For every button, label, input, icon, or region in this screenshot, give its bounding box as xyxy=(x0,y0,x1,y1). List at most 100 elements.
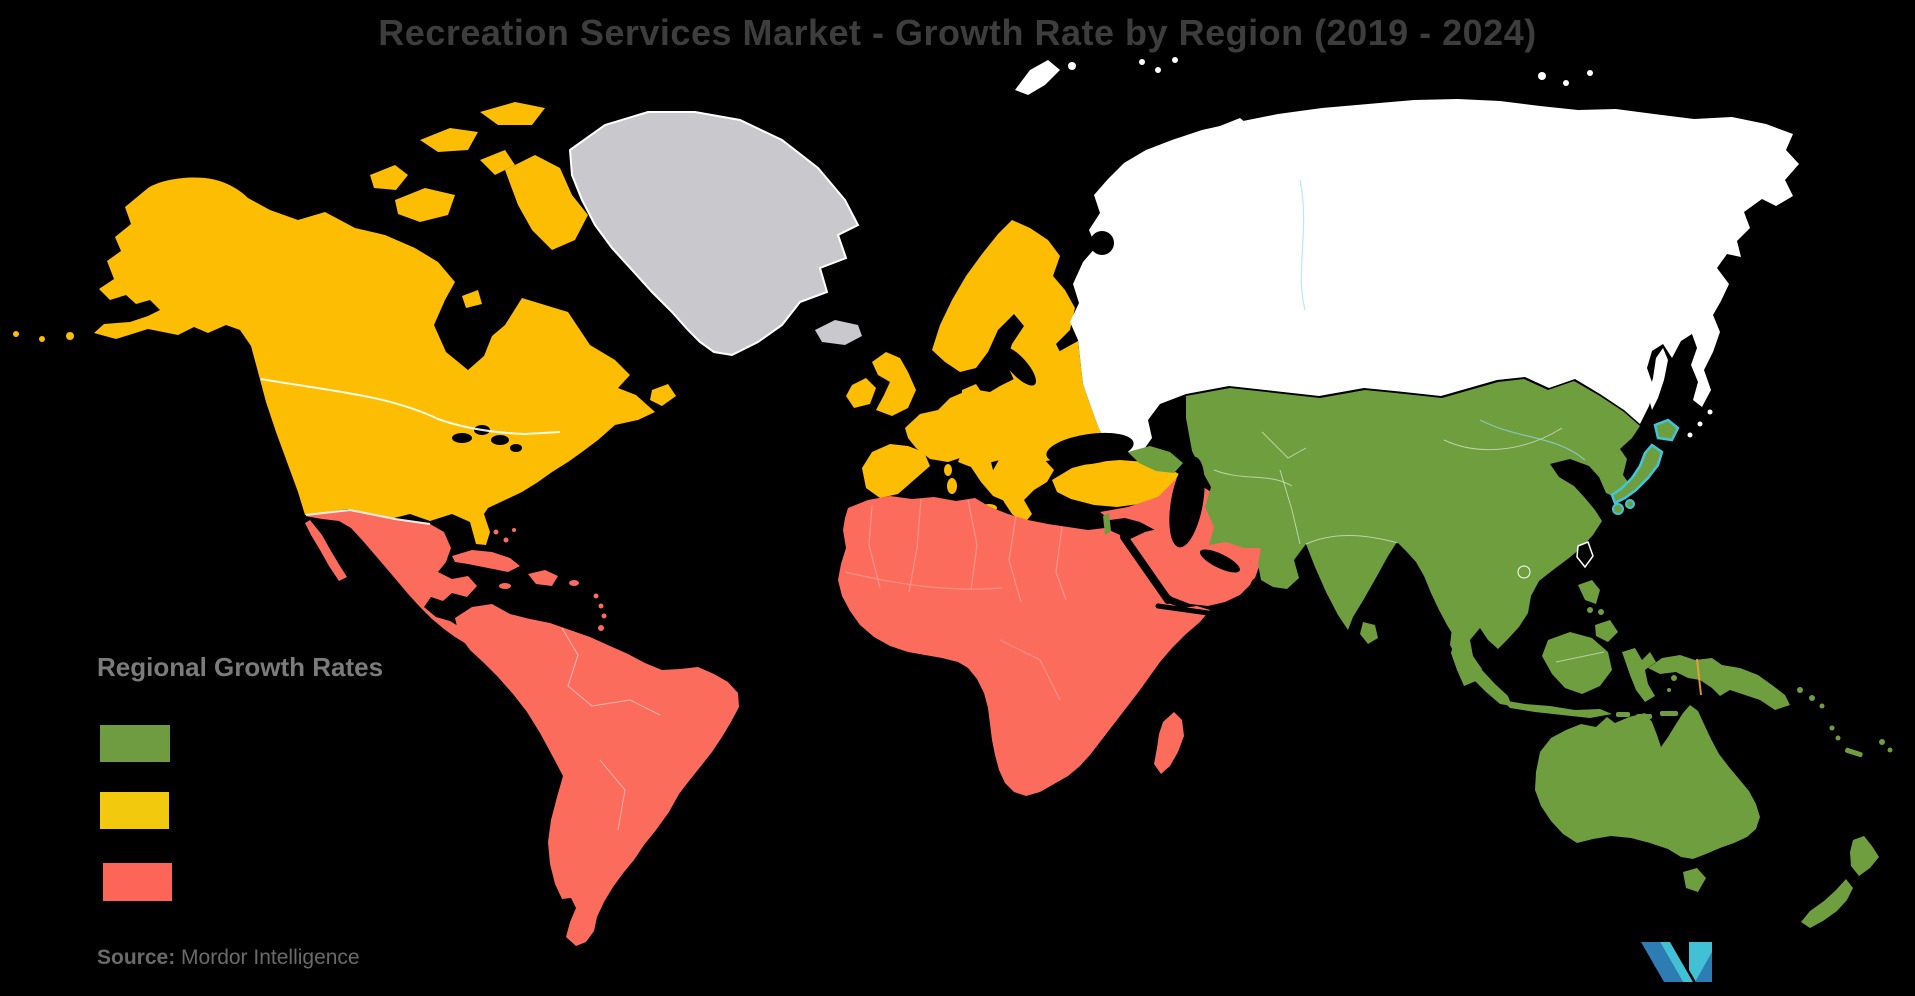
israel xyxy=(1103,513,1111,535)
caspian-sea xyxy=(1169,456,1205,548)
river-line xyxy=(1479,419,1586,461)
legend-swatch-yellow xyxy=(100,792,169,829)
ireland xyxy=(846,378,876,408)
arctic-island-victoria xyxy=(395,188,455,222)
japan-shikoku xyxy=(1625,499,1635,509)
south-america-border xyxy=(561,627,593,707)
philippines-luzon xyxy=(1578,580,1600,604)
new-siberian-island xyxy=(1563,80,1569,86)
papua-border xyxy=(1696,658,1702,696)
river-line xyxy=(1299,179,1306,311)
kuril-island xyxy=(1687,432,1693,438)
asia-border xyxy=(1443,427,1563,451)
island-newfoundland xyxy=(650,384,676,406)
red-sea xyxy=(1120,533,1172,604)
sulawesi xyxy=(1622,648,1656,702)
scandinavia xyxy=(932,220,1075,388)
arctic-island-devon xyxy=(480,150,515,175)
legend-title: Regional Growth Rates xyxy=(97,652,384,682)
asia-border xyxy=(1305,535,1399,545)
cuba xyxy=(452,550,520,572)
logo-mid-stroke xyxy=(1660,942,1693,982)
africa-border xyxy=(967,499,978,591)
region-russia xyxy=(1015,57,1799,452)
kuril-island xyxy=(1697,421,1703,427)
arctic-island-baffin xyxy=(505,155,588,250)
sakhalin xyxy=(1648,348,1668,410)
lesser-antilles xyxy=(601,613,607,619)
africa-border xyxy=(908,498,922,593)
new-zealand-north-island xyxy=(1850,836,1879,876)
region-japan-highlighted xyxy=(1610,418,1680,515)
sardinia xyxy=(947,478,957,494)
hispaniola xyxy=(528,570,558,586)
white-sea xyxy=(1090,231,1114,255)
logo-right-triangle xyxy=(1695,952,1712,982)
japan-kyushu xyxy=(1612,503,1624,515)
vanuatu-island xyxy=(1829,725,1835,731)
legend-swatch-red xyxy=(103,863,172,901)
new-siberian-island xyxy=(1587,70,1593,76)
solomon-island xyxy=(1809,695,1815,701)
mordor-intelligence-logo xyxy=(1641,942,1712,982)
new-zealand-south-island xyxy=(1801,879,1853,928)
new-siberian-island xyxy=(1538,72,1546,80)
kuril-island xyxy=(1707,409,1713,415)
denmark xyxy=(962,384,984,406)
chart-title: Recreation Services Market - Growth Rate… xyxy=(378,12,1537,53)
great-lake xyxy=(452,433,472,443)
bahamas xyxy=(503,537,509,543)
iberia xyxy=(862,444,930,498)
new-caledonia xyxy=(1845,747,1863,758)
russia-mainland xyxy=(1070,99,1799,452)
vanuatu-island xyxy=(1835,735,1841,741)
great-lake xyxy=(510,444,522,452)
lesser-sunda xyxy=(1660,711,1678,716)
us-canada-border xyxy=(260,378,561,436)
new-guinea xyxy=(1648,655,1790,710)
aleutian-island xyxy=(13,331,19,337)
jamaica xyxy=(499,583,511,589)
solomon-island xyxy=(1797,687,1803,693)
arctic-island-ellesmere xyxy=(480,102,545,125)
taiwan-outline xyxy=(1576,541,1594,569)
aleutian-island xyxy=(39,336,45,342)
great-lake xyxy=(491,435,509,445)
philippine-island xyxy=(1598,609,1604,615)
arctic-island-banks xyxy=(370,165,408,190)
java xyxy=(1502,700,1612,718)
mexico-central-america xyxy=(305,510,519,664)
puerto-rico xyxy=(569,580,579,586)
arctic-island-queen-elizabeth xyxy=(420,128,478,152)
africa-border xyxy=(999,639,1061,701)
region-europe xyxy=(846,220,1179,535)
africa-border xyxy=(1055,526,1067,601)
country-borders xyxy=(260,179,1702,831)
franz-josef-island xyxy=(1172,57,1178,63)
europe-mainland xyxy=(905,341,1126,470)
borneo-border xyxy=(1555,651,1605,663)
sri-lanka xyxy=(1360,622,1378,644)
iceland xyxy=(815,320,862,345)
tasmania xyxy=(1683,868,1706,892)
source-label: Source: xyxy=(97,946,176,969)
region-latin-america xyxy=(305,510,739,946)
franz-josef-island xyxy=(1139,59,1145,65)
source-text: Mordor Intelligence xyxy=(175,946,360,969)
lesser-antilles xyxy=(598,603,604,609)
bahamas xyxy=(512,528,516,532)
black-sea xyxy=(1046,432,1134,466)
north-america-mainland xyxy=(94,177,655,545)
legend-swatch-green xyxy=(100,725,170,762)
source-line: Source: Mordor Intelligence xyxy=(97,946,360,970)
sumatra xyxy=(1450,628,1512,706)
fiji-island xyxy=(1879,739,1885,745)
africa-border xyxy=(1008,515,1022,603)
baltic-sea xyxy=(999,346,1037,386)
fiji-island xyxy=(1887,747,1893,753)
svalbard-island xyxy=(1068,62,1076,70)
madagascar xyxy=(1154,712,1184,774)
turkey xyxy=(1052,460,1179,507)
philippines-mindanao xyxy=(1595,620,1618,642)
